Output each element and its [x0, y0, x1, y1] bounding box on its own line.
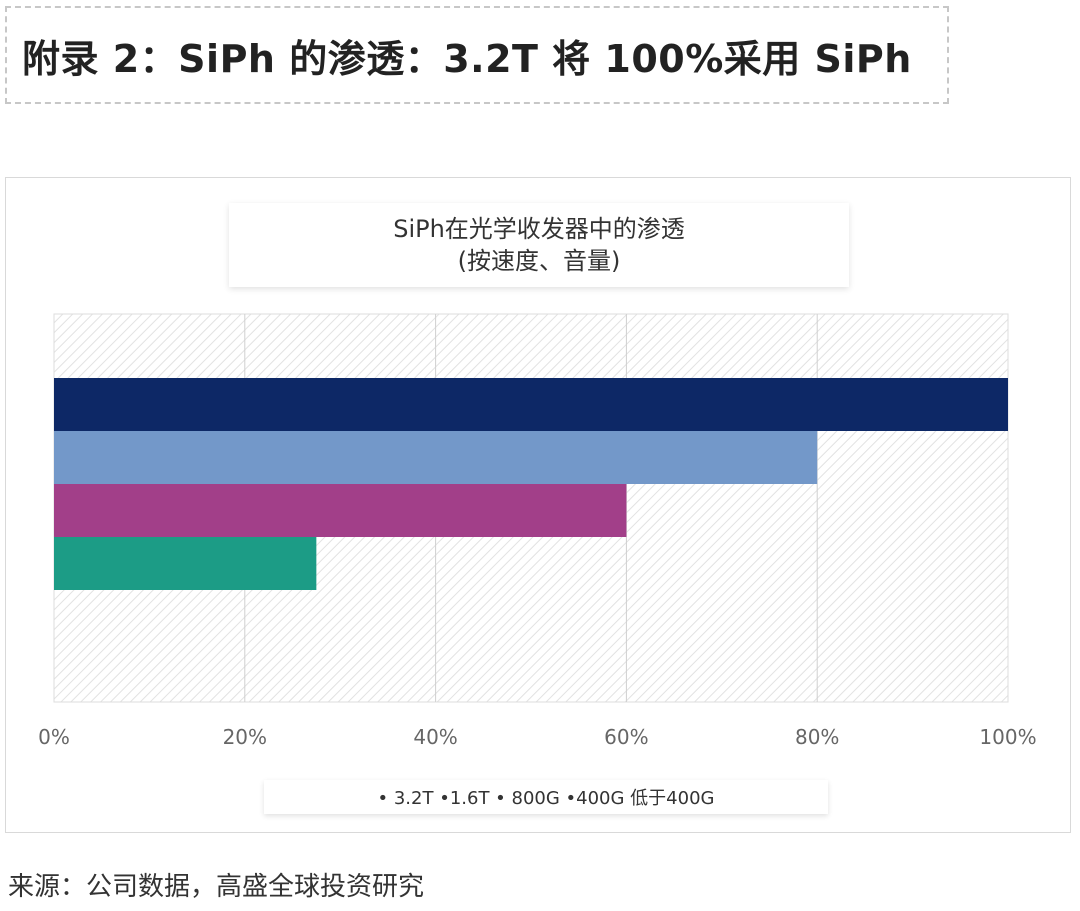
source-note: 来源：公司数据，高盛全球投资研究 [8, 872, 425, 902]
bar-400g [54, 537, 317, 590]
x-axis-ticks: 0% 20% 40% 60% 80% 100% [38, 725, 1036, 749]
bars [54, 378, 1008, 590]
chart-title-line2: (按速度、音量) [457, 247, 621, 275]
x-tick-label: 40% [413, 725, 457, 749]
chart-legend: • 3.2T •1.6T • 800G •400G 低于400G [264, 780, 828, 814]
legend-text: • 3.2T •1.6T • 800G •400G 低于400G [377, 788, 715, 809]
x-tick-label: 60% [604, 725, 648, 749]
x-tick-label: 0% [38, 725, 70, 749]
x-tick-label: 20% [223, 725, 267, 749]
bar-1-6t [54, 431, 818, 484]
x-tick-label: 80% [795, 725, 839, 749]
chart-title-box: SiPh在光学收发器中的渗透 (按速度、音量) [229, 203, 849, 287]
bar-3-2t [54, 378, 1008, 431]
bar-800g [54, 484, 627, 537]
header-frame [5, 6, 949, 104]
chart-title-line1: SiPh在光学收发器中的渗透 [393, 215, 685, 243]
page-title: 附录 2：SiPh 的渗透：3.2T 将 100%采用 SiPh [22, 37, 912, 81]
x-tick-label: 100% [979, 725, 1036, 749]
